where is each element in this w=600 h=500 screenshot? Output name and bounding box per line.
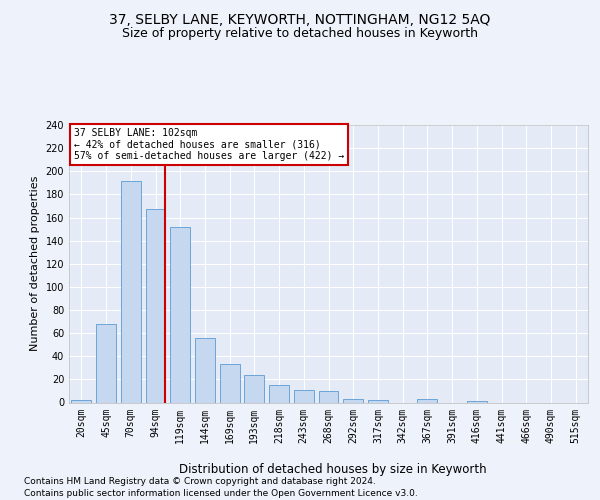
Bar [269,385,289,402]
Bar [96,324,116,402]
Bar [220,364,239,403]
Y-axis label: Number of detached properties: Number of detached properties [30,176,40,352]
Bar [121,180,140,402]
Bar [244,375,264,402]
Bar [71,400,91,402]
Text: 37 SELBY LANE: 102sqm
← 42% of detached houses are smaller (316)
57% of semi-det: 37 SELBY LANE: 102sqm ← 42% of detached … [74,128,344,161]
Text: Distribution of detached houses by size in Keyworth: Distribution of detached houses by size … [179,462,487,475]
Text: Contains HM Land Registry data © Crown copyright and database right 2024.: Contains HM Land Registry data © Crown c… [24,478,376,486]
Bar [319,391,338,402]
Bar [170,227,190,402]
Bar [294,390,314,402]
Bar [343,399,363,402]
Bar [195,338,215,402]
Text: Contains public sector information licensed under the Open Government Licence v3: Contains public sector information licen… [24,489,418,498]
Text: 37, SELBY LANE, KEYWORTH, NOTTINGHAM, NG12 5AQ: 37, SELBY LANE, KEYWORTH, NOTTINGHAM, NG… [109,12,491,26]
Bar [418,399,437,402]
Bar [368,400,388,402]
Text: Size of property relative to detached houses in Keyworth: Size of property relative to detached ho… [122,28,478,40]
Bar [146,210,166,402]
